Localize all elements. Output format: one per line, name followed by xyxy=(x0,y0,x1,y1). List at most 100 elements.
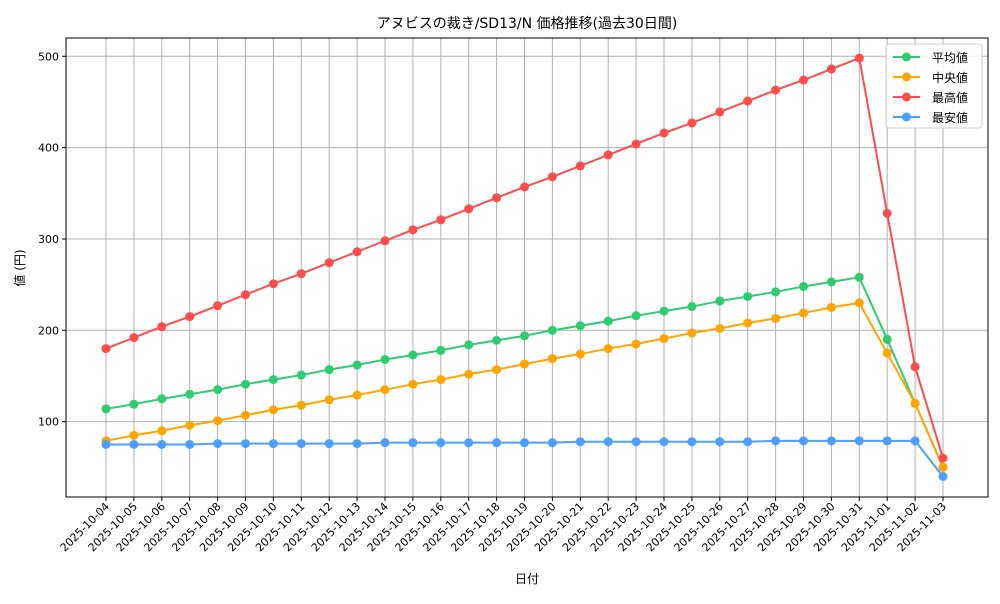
data-point xyxy=(296,439,306,449)
data-point xyxy=(882,348,892,358)
series-group xyxy=(101,53,948,481)
data-point xyxy=(826,436,836,446)
data-point xyxy=(603,150,613,160)
data-point xyxy=(436,345,446,355)
y-axis-label: 値 (円) xyxy=(12,249,27,286)
data-point xyxy=(213,301,223,311)
data-point xyxy=(547,438,557,448)
data-point xyxy=(129,399,139,409)
data-point xyxy=(575,161,585,171)
data-point xyxy=(743,292,753,302)
data-point xyxy=(324,395,334,405)
data-point xyxy=(492,365,502,375)
data-point xyxy=(715,323,725,333)
data-point xyxy=(743,96,753,106)
data-point xyxy=(213,385,223,395)
data-point xyxy=(352,390,362,400)
data-point xyxy=(408,350,418,360)
data-point xyxy=(352,360,362,370)
data-point xyxy=(324,365,334,375)
data-point xyxy=(938,471,948,481)
data-point xyxy=(101,439,111,449)
y-tick-label: 500 xyxy=(38,50,59,63)
data-point xyxy=(575,321,585,331)
data-point xyxy=(268,439,278,449)
data-point xyxy=(659,437,669,447)
data-point xyxy=(380,438,390,448)
data-point xyxy=(352,247,362,257)
data-point xyxy=(185,439,195,449)
legend-label: 平均値 xyxy=(932,50,968,65)
data-point xyxy=(408,438,418,448)
data-point xyxy=(436,438,446,448)
y-tick-label: 100 xyxy=(38,416,59,429)
data-point xyxy=(743,437,753,447)
data-point xyxy=(826,302,836,312)
data-point xyxy=(268,405,278,415)
data-point xyxy=(882,436,892,446)
data-point xyxy=(464,340,474,350)
data-point xyxy=(854,436,864,446)
data-point xyxy=(631,139,641,149)
y-axis: 100 200 300 400 500 xyxy=(38,50,66,429)
data-point xyxy=(464,204,474,214)
legend-marker xyxy=(902,112,911,122)
data-point xyxy=(520,182,529,192)
data-point xyxy=(436,375,446,385)
data-point xyxy=(157,439,167,449)
y-tick-label: 200 xyxy=(38,324,59,337)
data-point xyxy=(380,355,390,365)
data-point xyxy=(771,287,781,297)
series-中央値 xyxy=(101,298,948,472)
legend-label: 最安値 xyxy=(932,110,968,125)
data-point xyxy=(268,375,278,385)
data-point xyxy=(854,298,864,308)
data-point xyxy=(157,426,167,436)
data-point xyxy=(659,128,669,138)
data-point xyxy=(296,370,306,380)
series-最高値 xyxy=(101,53,948,463)
data-point xyxy=(631,437,641,447)
data-point xyxy=(743,318,753,328)
legend-label: 中央値 xyxy=(932,70,968,85)
data-point xyxy=(799,308,808,318)
data-point xyxy=(854,53,864,63)
data-point xyxy=(854,272,864,282)
data-point xyxy=(687,118,697,128)
data-point xyxy=(910,362,920,372)
grid xyxy=(66,38,988,497)
data-point xyxy=(101,404,111,414)
data-point xyxy=(464,438,474,448)
data-point xyxy=(882,334,892,344)
data-point xyxy=(436,215,446,225)
data-point xyxy=(938,462,948,472)
data-point xyxy=(659,306,669,316)
data-point xyxy=(910,436,920,446)
data-point xyxy=(268,279,278,289)
data-point xyxy=(715,437,725,447)
data-point xyxy=(408,379,418,389)
data-point xyxy=(101,344,111,354)
data-point xyxy=(826,277,836,287)
data-point xyxy=(687,328,697,338)
data-point xyxy=(603,316,613,326)
data-point xyxy=(603,437,613,447)
plot-frame xyxy=(65,37,989,498)
data-point xyxy=(241,410,250,420)
data-point xyxy=(771,85,781,95)
x-axis: 2025-10-042025-10-052025-10-062025-10-07… xyxy=(58,497,949,554)
legend-label: 最高値 xyxy=(932,90,968,105)
data-point xyxy=(324,439,334,449)
data-point xyxy=(296,400,306,410)
data-point xyxy=(241,290,250,300)
data-point xyxy=(659,334,669,344)
data-point xyxy=(687,302,697,312)
data-point xyxy=(213,416,223,426)
data-point xyxy=(938,453,948,463)
data-point xyxy=(771,436,781,446)
legend-marker xyxy=(902,72,911,82)
data-point xyxy=(129,430,139,440)
data-point xyxy=(492,438,502,448)
